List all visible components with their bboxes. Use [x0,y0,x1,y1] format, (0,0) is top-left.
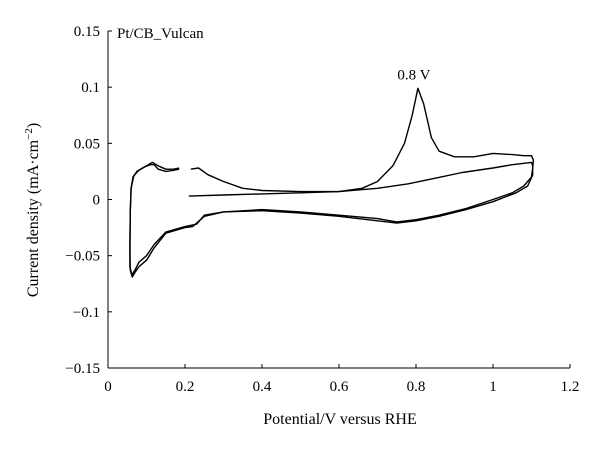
x-tick-label: 0.2 [176,379,195,395]
y-tick-label: 0.05 [74,136,100,152]
x-tick-label: 1 [489,379,497,395]
y-axis-title-close: ) [25,123,42,128]
plot-series: 0.8 V [129,67,535,278]
x-tick-label: 0 [104,379,112,395]
x-tick-label: 0.8 [407,379,426,395]
y-axis-title-main: Current density (mA·cm [25,139,42,297]
y-tick-label: 0.15 [74,24,100,40]
y-tick-label: −0.05 [65,249,100,265]
x-tick-label: 0.4 [253,379,272,395]
y-tick-label: 0.1 [81,80,100,96]
sample-label: Pt/CB_Vulcan [117,26,204,42]
y-tick-label: −0.15 [65,361,100,377]
cv-curve-1 [129,161,534,276]
axes: 0 0.2 0.4 0.6 0.8 1 1.2 0.15 0.1 0.05 0 −0.05 −0.1 −0… [65,24,579,395]
cv-curve-2 [129,87,535,278]
x-tick-label: 0.6 [330,379,349,395]
y-tick-label: 0 [93,193,101,209]
x-tick-label: 1.2 [561,379,580,395]
y-axis-title: Current density (mA·cm−2) [23,123,42,297]
peak-annotation: 0.8 V [397,67,430,83]
x-axis-title: Potential/V versus RHE [263,411,416,428]
y-axis-title-superscript: −2 [23,128,35,140]
y-tick-label: −0.1 [73,305,100,321]
